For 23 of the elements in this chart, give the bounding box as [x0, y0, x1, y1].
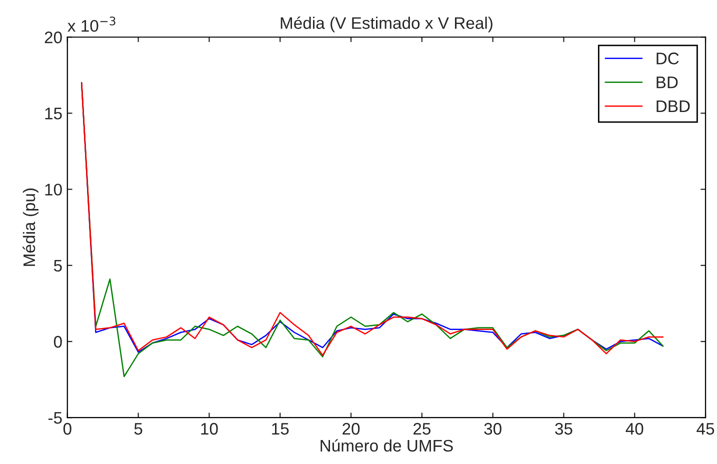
text: x 10$^{−3}$ [68, 16, 116, 32]
y-axis-title: Média (pu) [22, 188, 38, 266]
x-axis-title: Número de UMFS [320, 439, 453, 452]
chart-title: Média (V Estimado x V Real) [280, 16, 492, 32]
legend-label: DC [656, 52, 679, 64]
x-tick-label: 15 [272, 423, 289, 435]
x-tick-label: 0 [63, 422, 72, 435]
x-tick-label: 5 [134, 423, 142, 435]
x-tick-label: 25 [413, 422, 430, 435]
y-tick-label: 10 [45, 184, 62, 196]
y-tick-label: 20 [44, 32, 62, 44]
x-tick-label: 35 [555, 422, 572, 435]
x-tick-label: 20 [342, 422, 360, 435]
legend-label: BD [656, 76, 678, 88]
legend-label: DBD [656, 100, 690, 112]
y-tick-label: 15 [45, 108, 62, 120]
y-tick-label: 0 [54, 336, 62, 348]
x-tick-label: 10 [201, 422, 218, 435]
y-tick-label: -5 [48, 412, 62, 424]
x-tick-label: 30 [484, 422, 502, 435]
y-tick-label: 5 [54, 260, 62, 272]
x-tick-label: 45 [696, 423, 714, 435]
x-tick-label: 40 [626, 422, 644, 435]
